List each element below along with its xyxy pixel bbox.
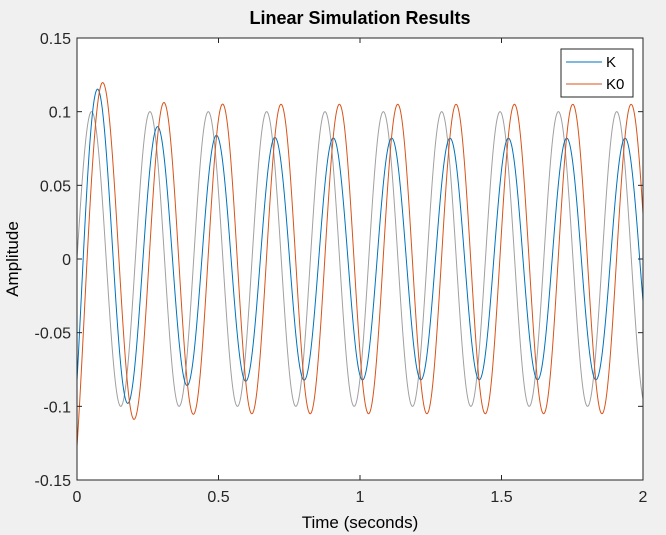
x-tick-label: 0.5 [207, 489, 229, 506]
x-tick-label: 1.5 [490, 489, 512, 506]
series-line-input [76, 111, 644, 407]
y-tick-label: 0.05 [40, 178, 71, 195]
y-tick-label: 0.1 [49, 105, 71, 122]
legend-box [560, 48, 634, 98]
legend[interactable]: K K0 [560, 48, 634, 98]
x-tick-label: 1 [356, 489, 365, 506]
y-axis-label: Amplitude [3, 221, 22, 297]
axes-layer: 0 0.5 1 1.5 2 0.15 0.1 0.05 0 -0.05 -0.1 -0.15 [35, 31, 648, 506]
x-axis-label: Time (seconds) [302, 513, 419, 532]
series-line-k0 [76, 82, 644, 447]
legend-label-k: K [606, 54, 616, 71]
y-tick-label: -0.1 [43, 399, 71, 416]
y-tick-label: -0.15 [35, 473, 72, 490]
y-tick-label: 0 [62, 252, 71, 269]
legend-label-k0: K0 [606, 76, 624, 93]
plot-area [77, 38, 643, 480]
x-tick-label: 2 [639, 489, 648, 506]
x-tick-label: 0 [73, 489, 82, 506]
series-layer [76, 82, 644, 447]
series-line-k [76, 88, 644, 404]
chart-title: Linear Simulation Results [249, 8, 470, 28]
y-tick-label: 0.15 [40, 31, 71, 48]
y-tick-label: -0.05 [35, 326, 72, 343]
